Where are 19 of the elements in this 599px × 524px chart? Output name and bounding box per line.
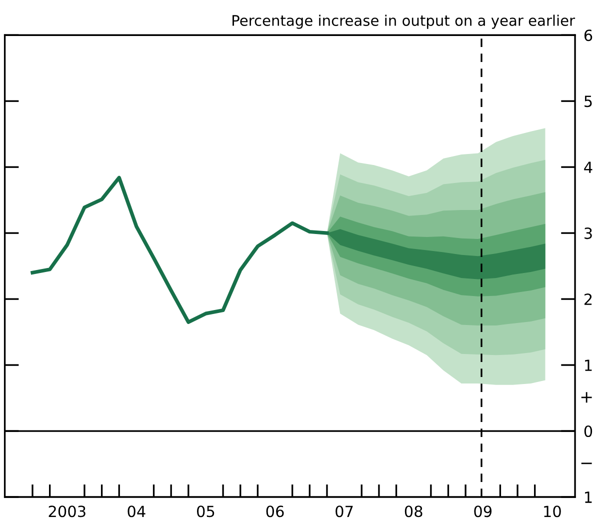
text: + bbox=[581, 392, 592, 403]
y-tick-label: 2 bbox=[584, 294, 592, 305]
x-tick-label: 2003 bbox=[48, 506, 86, 518]
y-tick-label: 6 bbox=[584, 30, 592, 42]
x-tick-label: 07 bbox=[336, 506, 353, 518]
text: − bbox=[581, 462, 592, 464]
y-tick-label: 0 bbox=[584, 425, 592, 438]
x-tick-label: 06 bbox=[266, 506, 284, 518]
y-tick-label: 1 bbox=[585, 492, 592, 503]
y-tick-label: 3 bbox=[584, 228, 592, 240]
x-tick-label: 05 bbox=[197, 506, 214, 518]
x-tick-label: 04 bbox=[128, 506, 146, 518]
y-axis-title: Percentage increase in output on a year earlier bbox=[232, 14, 576, 29]
y-tick-label: 1 bbox=[585, 360, 592, 371]
y-tick-label: 4 bbox=[584, 162, 592, 173]
y-tick-label: 5 bbox=[584, 96, 592, 108]
x-tick-label: 08 bbox=[404, 506, 422, 518]
x-tick-label: 09 bbox=[474, 506, 492, 518]
x-tick-label: 10 bbox=[544, 506, 561, 518]
